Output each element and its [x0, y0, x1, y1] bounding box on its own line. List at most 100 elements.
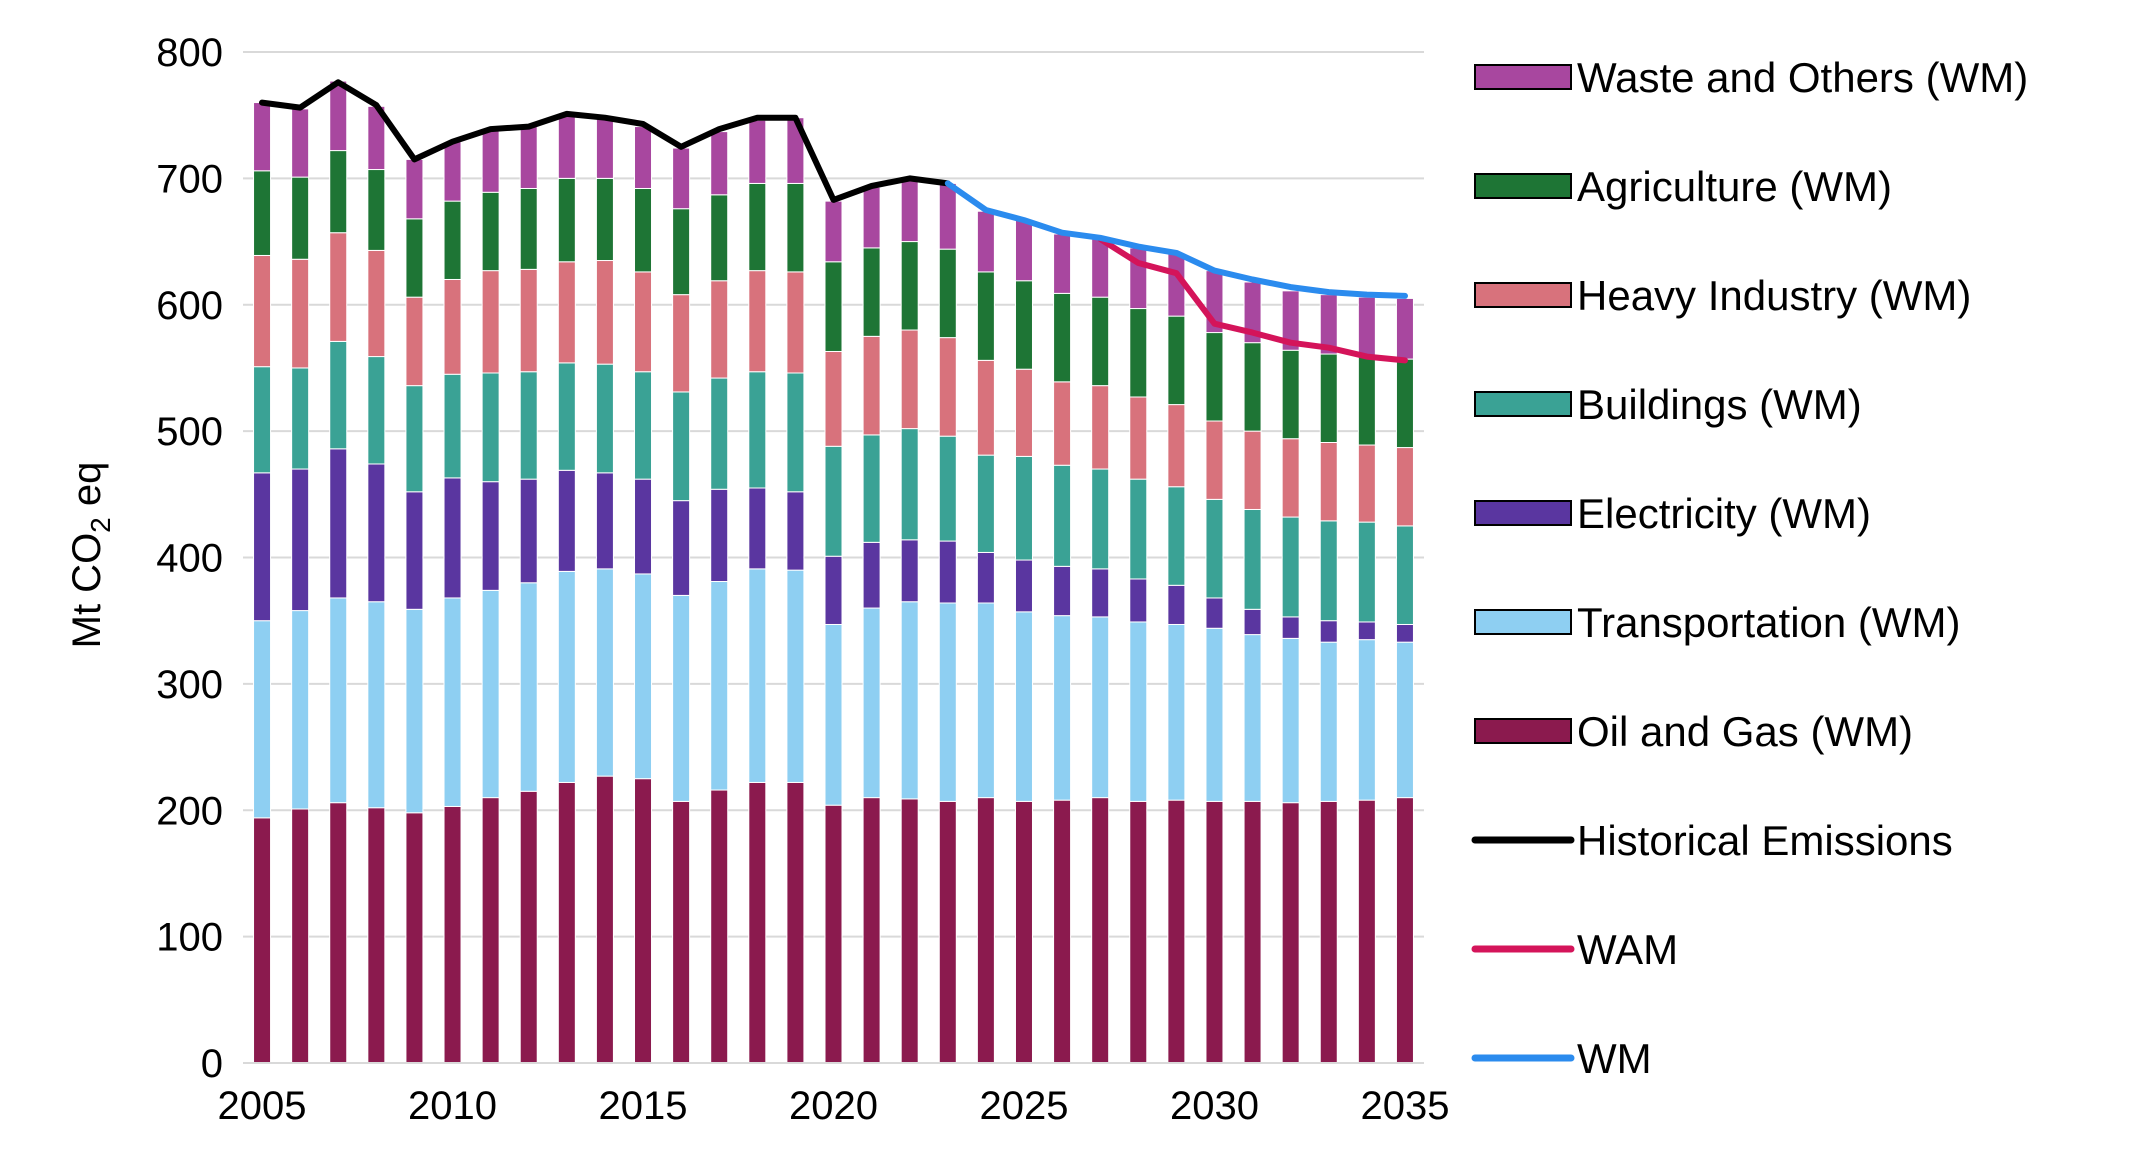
bar-segment-electricity-wm--2006 — [291, 468, 310, 612]
legend-item: WM — [1471, 1035, 1652, 1082]
bar-segment-buildings-wm--2016 — [672, 391, 691, 502]
legend-swatch — [1474, 64, 1572, 90]
bars — [253, 80, 1414, 1064]
bar-segment-waste-and-others-wm--2020 — [824, 200, 843, 263]
y-tick-label: 800 — [156, 31, 223, 75]
bar-segment-transportation-wm--2006 — [291, 610, 310, 810]
bar-segment-agriculture-wm--2034 — [1357, 356, 1376, 446]
bar-segment-waste-and-others-wm--2005 — [253, 102, 272, 172]
bar-segment-oil-and-gas-wm--2015 — [634, 778, 653, 1064]
y-tick-label: 700 — [156, 157, 223, 201]
bar-segment-electricity-wm--2029 — [1167, 584, 1186, 625]
bar-segment-agriculture-wm--2014 — [595, 177, 614, 262]
bar-segment-waste-and-others-wm--2023 — [938, 182, 957, 250]
bar-segment-transportation-wm--2035 — [1395, 641, 1414, 799]
bar-segment-oil-and-gas-wm--2030 — [1205, 800, 1224, 1064]
bar-segment-transportation-wm--2010 — [443, 597, 462, 807]
bar-segment-buildings-wm--2028 — [1129, 478, 1148, 580]
bar-segment-waste-and-others-wm--2015 — [634, 126, 653, 189]
bar-segment-transportation-wm--2023 — [938, 602, 957, 802]
y-tick-label: 500 — [156, 410, 223, 454]
bar-segment-electricity-wm--2030 — [1205, 597, 1224, 629]
bar-segment-transportation-wm--2021 — [862, 607, 881, 799]
legend-label: Electricity (WM) — [1577, 490, 1871, 537]
bar-segment-buildings-wm--2033 — [1319, 520, 1338, 622]
bar-segment-waste-and-others-wm--2011 — [481, 128, 500, 193]
bar-segment-waste-and-others-wm--2014 — [595, 117, 614, 179]
bar-segment-electricity-wm--2027 — [1091, 568, 1110, 618]
bar-segment-agriculture-wm--2015 — [634, 187, 653, 273]
bar-segment-electricity-wm--2020 — [824, 555, 843, 625]
legend-item: Buildings (WM) — [1474, 381, 1862, 428]
bar-segment-oil-and-gas-wm--2014 — [595, 775, 614, 1064]
bar-segment-agriculture-wm--2032 — [1281, 349, 1300, 440]
legend-label: Oil and Gas (WM) — [1577, 708, 1913, 755]
legend-swatch — [1474, 391, 1572, 417]
bar-segment-transportation-wm--2017 — [710, 581, 729, 791]
bar-segment-agriculture-wm--2033 — [1319, 353, 1338, 443]
bar-segment-agriculture-wm--2006 — [291, 176, 310, 260]
bar-segment-heavy-industry-wm--2025 — [1014, 368, 1033, 457]
axes: 0 100 200 300 400 500 600 700 800 2005 2010 2015 202… — [156, 31, 1449, 1128]
bar-segment-heavy-industry-wm--2035 — [1395, 447, 1414, 527]
bar-segment-transportation-wm--2011 — [481, 589, 500, 799]
bar-segment-waste-and-others-wm--2016 — [672, 147, 691, 210]
bar-segment-electricity-wm--2022 — [900, 539, 919, 603]
bar-segment-waste-and-others-wm--2022 — [900, 176, 919, 243]
bar-segment-agriculture-wm--2010 — [443, 200, 462, 280]
bar-segment-heavy-industry-wm--2010 — [443, 278, 462, 375]
line-historical-emissions — [259, 79, 951, 203]
bar-segment-buildings-wm--2019 — [786, 372, 805, 493]
bar-segment-electricity-wm--2019 — [786, 491, 805, 571]
bar-segment-agriculture-wm--2030 — [1205, 332, 1224, 422]
bar-segment-agriculture-wm--2016 — [672, 208, 691, 296]
bar-segment-transportation-wm--2008 — [367, 601, 386, 809]
bar-segment-waste-and-others-wm--2027 — [1091, 238, 1110, 298]
bar-segment-buildings-wm--2027 — [1091, 468, 1110, 570]
legend: Waste and Others (WM) Agriculture (WM) Hea… — [1471, 54, 2028, 1082]
bar-segment-oil-and-gas-wm--2018 — [748, 781, 767, 1064]
bar-segment-transportation-wm--2028 — [1129, 621, 1148, 802]
x-tick-label: 2020 — [789, 1084, 878, 1128]
bar-segment-waste-and-others-wm--2018 — [748, 119, 767, 184]
bar-segment-transportation-wm--2019 — [786, 569, 805, 783]
bar-segment-oil-and-gas-wm--2027 — [1091, 797, 1110, 1064]
bar-segment-oil-and-gas-wm--2007 — [329, 802, 348, 1064]
bar-segment-buildings-wm--2032 — [1281, 516, 1300, 618]
bar-segment-electricity-wm--2018 — [748, 487, 767, 570]
bar-segment-agriculture-wm--2031 — [1243, 342, 1262, 432]
bar-segment-buildings-wm--2023 — [938, 435, 957, 542]
bar-segment-heavy-industry-wm--2014 — [595, 260, 614, 365]
legend-label: WM — [1577, 1035, 1652, 1082]
bar-segment-transportation-wm--2009 — [405, 608, 424, 814]
bar-segment-oil-and-gas-wm--2006 — [291, 808, 310, 1064]
bar-segment-electricity-wm--2008 — [367, 463, 386, 603]
bar-segment-waste-and-others-wm--2007 — [329, 80, 348, 152]
bar-segment-heavy-industry-wm--2024 — [976, 359, 995, 456]
bar-segment-buildings-wm--2021 — [862, 434, 881, 543]
bar-segment-buildings-wm--2012 — [519, 371, 538, 480]
bar-segment-heavy-industry-wm--2032 — [1281, 438, 1300, 518]
legend-label: Waste and Others (WM) — [1577, 54, 2028, 101]
bar-segment-oil-and-gas-wm--2012 — [519, 790, 538, 1064]
bar-segment-agriculture-wm--2007 — [329, 150, 348, 234]
bar-segment-agriculture-wm--2018 — [748, 182, 767, 272]
bar-segment-heavy-industry-wm--2020 — [824, 351, 843, 447]
bar-segment-electricity-wm--2025 — [1014, 559, 1033, 613]
bar-segment-waste-and-others-wm--2032 — [1281, 290, 1300, 351]
bar-segment-oil-and-gas-wm--2025 — [1014, 800, 1033, 1064]
bar-segment-electricity-wm--2014 — [595, 472, 614, 570]
bar-segment-buildings-wm--2006 — [291, 367, 310, 470]
bar-segment-buildings-wm--2008 — [367, 356, 386, 465]
bar-segment-agriculture-wm--2020 — [824, 261, 843, 353]
line-wam — [1097, 236, 1408, 364]
bar-segment-transportation-wm--2020 — [824, 623, 843, 806]
legend-swatch — [1474, 282, 1572, 308]
bar-segment-transportation-wm--2005 — [253, 620, 272, 819]
bar-segment-oil-and-gas-wm--2028 — [1129, 800, 1148, 1064]
bar-segment-oil-and-gas-wm--2031 — [1243, 800, 1262, 1064]
bar-segment-transportation-wm--2012 — [519, 582, 538, 792]
bar-segment-agriculture-wm--2008 — [367, 169, 386, 251]
y-tick-label: 600 — [156, 284, 223, 328]
bar-segment-heavy-industry-wm--2033 — [1319, 441, 1338, 522]
